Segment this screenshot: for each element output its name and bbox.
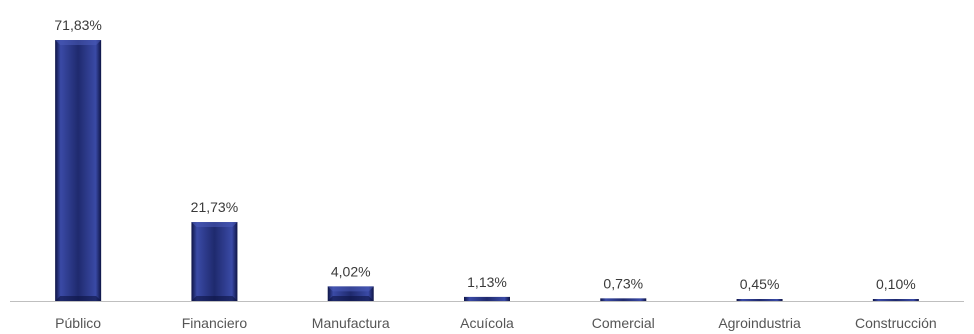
data-label: 21,73% (191, 199, 238, 215)
bar-bevel-top (55, 40, 102, 45)
bar (872, 299, 919, 301)
bar (736, 299, 783, 301)
x-tick-label: Agroindustria (718, 315, 801, 331)
bar (464, 296, 510, 301)
data-label: 71,83% (54, 17, 101, 33)
data-labels-group: 71,83% 21,73% 4,02% 1,13% 0,73% 0,45% 0,10% (54, 17, 915, 292)
x-tick-label: Comercial (592, 315, 655, 331)
bar (55, 40, 102, 301)
data-label: 1,13% (467, 274, 507, 290)
bar-comercial (600, 298, 647, 301)
x-tick-label: Construcción (855, 315, 937, 331)
bar-bevel-bottom (191, 296, 238, 301)
bar-bevel-bottom (327, 296, 374, 301)
bar-bevel-top (191, 222, 238, 228)
x-tick-label: Financiero (182, 315, 248, 331)
bar-bevel-bottom (55, 296, 102, 301)
data-label: 0,45% (740, 276, 780, 292)
bars-group (55, 40, 919, 301)
bar-manufactura (327, 286, 374, 301)
data-label: 0,10% (876, 276, 916, 292)
bar (600, 298, 647, 301)
bar-agroindustria (736, 299, 783, 301)
bar-acuícola (464, 296, 510, 301)
x-tick-label: Manufactura (312, 315, 390, 331)
data-label: 4,02% (331, 263, 371, 279)
x-tick-labels-group: Público Financiero Manufactura Acuícola Come… (55, 315, 937, 331)
bar (191, 222, 238, 301)
bar-público (55, 40, 102, 301)
bar-construcción (872, 299, 919, 301)
x-tick-label: Acuícola (460, 315, 514, 331)
x-tick-label: Público (55, 315, 101, 331)
bar-financiero (191, 222, 238, 301)
data-label: 0,73% (603, 275, 643, 291)
bar-bevel-top (327, 286, 374, 292)
